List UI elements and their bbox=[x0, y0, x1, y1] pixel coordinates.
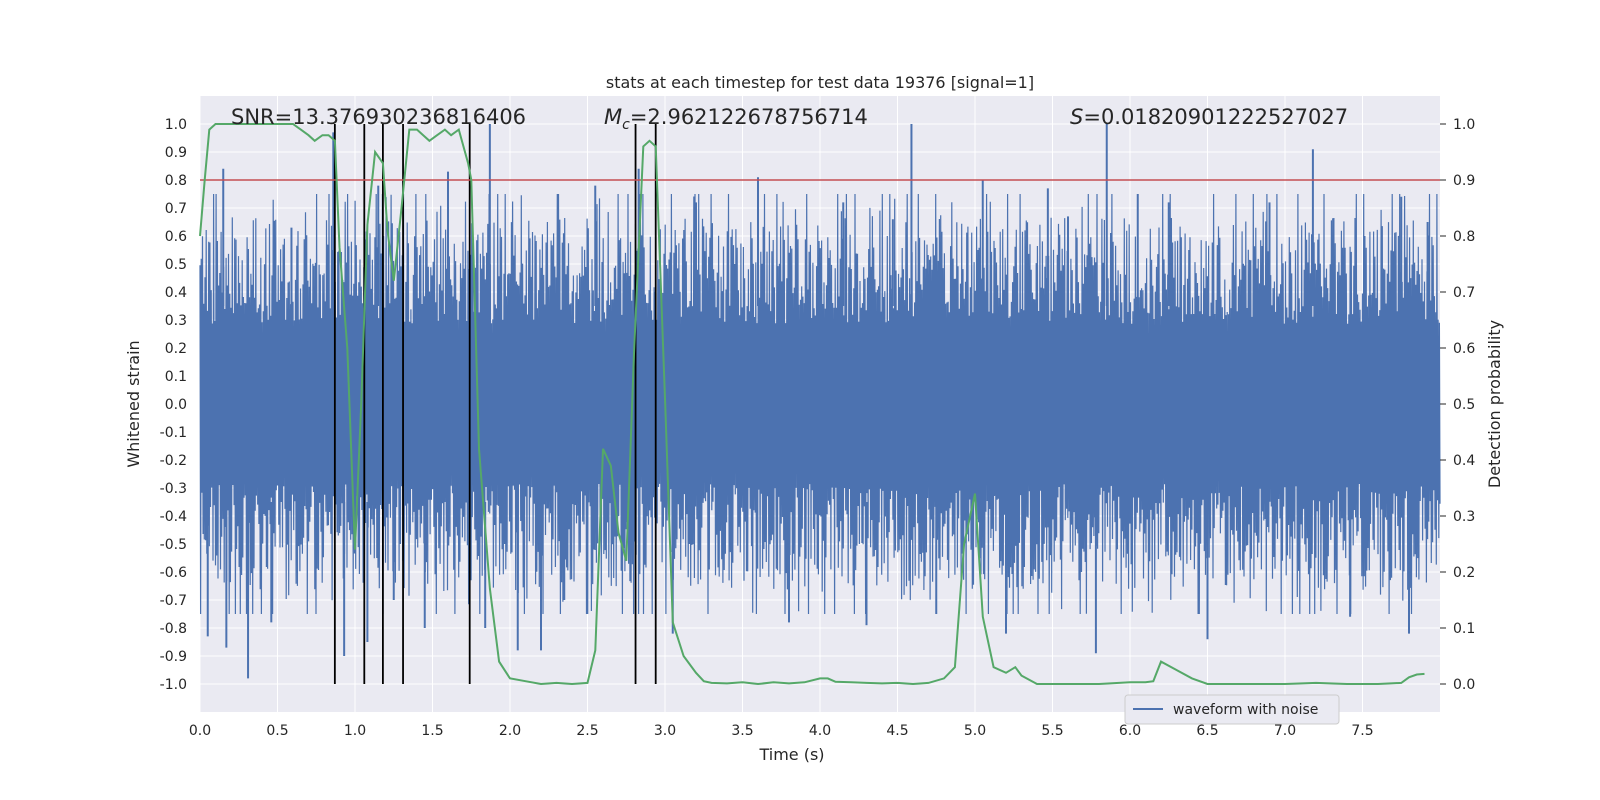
s-annotation: S=0.01820901222527027 bbox=[1070, 105, 1348, 129]
y-axis-label: Whitened strain bbox=[124, 340, 143, 467]
y2-tick-label: 0.4 bbox=[1453, 453, 1475, 469]
y-tick-label: 0.8 bbox=[165, 173, 187, 189]
mc-symbol: M bbox=[604, 105, 622, 129]
y-tick-label: 0.4 bbox=[165, 285, 187, 301]
x-tick-label: 3.0 bbox=[654, 723, 676, 739]
x-tick-label: 0.5 bbox=[266, 723, 288, 739]
y-tick-label: -0.6 bbox=[160, 565, 187, 581]
y2-tick-label: 0.7 bbox=[1453, 285, 1475, 301]
x-tick-label: 5.0 bbox=[964, 723, 986, 739]
y-tick-label: 0.3 bbox=[165, 313, 187, 329]
y-tick-label: -1.0 bbox=[160, 677, 187, 693]
x-tick-label: 4.5 bbox=[886, 723, 908, 739]
y-tick-label: 0.2 bbox=[165, 341, 187, 357]
x-tick-label: 4.0 bbox=[809, 723, 831, 739]
waveform-core bbox=[200, 345, 1440, 463]
y-tick-label: 0.1 bbox=[165, 369, 187, 385]
y2-tick-label: 0.2 bbox=[1453, 565, 1475, 581]
y-tick-label: 0.6 bbox=[165, 229, 187, 245]
y2-tick-label: 0.9 bbox=[1453, 173, 1475, 189]
x-tick-label: 7.5 bbox=[1351, 723, 1373, 739]
y2-tick-label: 0.1 bbox=[1453, 621, 1475, 637]
y-tick-label: -0.9 bbox=[160, 649, 187, 665]
y2-tick-label: 0.3 bbox=[1453, 509, 1475, 525]
y-tick-label: 0.9 bbox=[165, 145, 187, 161]
mc-value: =2.962122678756714 bbox=[630, 105, 868, 129]
y-tick-label: 1.0 bbox=[165, 117, 187, 133]
legend: waveform with noise bbox=[1124, 694, 1340, 725]
x-tick-label: 1.5 bbox=[421, 723, 443, 739]
y2-tick-label: 1.0 bbox=[1453, 117, 1475, 133]
y-tick-label: -0.1 bbox=[160, 425, 187, 441]
waveform-series bbox=[199, 124, 1441, 679]
x-tick-label: 1.0 bbox=[344, 723, 366, 739]
x-tick-label: 5.5 bbox=[1041, 723, 1063, 739]
y-tick-label: -0.7 bbox=[160, 593, 187, 609]
x-tick-label: 3.5 bbox=[731, 723, 753, 739]
y-tick-label: -0.4 bbox=[160, 509, 187, 525]
x-tick-label: 6.0 bbox=[1119, 723, 1141, 739]
y-tick-label: 0.5 bbox=[165, 257, 187, 273]
mc-annotation: Mc=2.962122678756714 bbox=[604, 105, 868, 133]
snr-annotation: SNR=13.376930236816406 bbox=[231, 105, 526, 129]
x-tick-label: 0.0 bbox=[189, 723, 211, 739]
y-tick-label: -0.2 bbox=[160, 453, 187, 469]
y2-tick-label: 0.5 bbox=[1453, 397, 1475, 413]
chart-title: stats at each timestep for test data 193… bbox=[606, 73, 1034, 92]
y-tick-label: -0.5 bbox=[160, 537, 187, 553]
y-tick-label: 0.7 bbox=[165, 201, 187, 217]
s-symbol: S bbox=[1070, 105, 1083, 129]
x-tick-label: 7.0 bbox=[1274, 723, 1296, 739]
y2-axis-label: Detection probability bbox=[1485, 320, 1504, 488]
x-tick-label: 2.0 bbox=[499, 723, 521, 739]
s-value: =0.01820901222527027 bbox=[1083, 105, 1348, 129]
y-axis-left: -1.0 -0.9 -0.8 -0.7 -0.6 -0.5 -0.4 -0.3 -0.2 -0.1… bbox=[160, 117, 187, 693]
y2-tick-label: 0.8 bbox=[1453, 229, 1475, 245]
y2-tick-label: 0.6 bbox=[1453, 341, 1475, 357]
legend-label: waveform with noise bbox=[1173, 702, 1318, 718]
probability-series bbox=[199, 123, 1425, 686]
x-tick-label: 6.5 bbox=[1196, 723, 1218, 739]
x-axis-label: Time (s) bbox=[758, 745, 824, 764]
mc-subscript: c bbox=[622, 117, 630, 133]
probability-line bbox=[199, 123, 1425, 686]
y-tick-label: 0.0 bbox=[165, 397, 187, 413]
y-tick-label: -0.8 bbox=[160, 621, 187, 637]
y2-tick-label: 0.0 bbox=[1453, 677, 1475, 693]
y-axis-right: 0.0 0.1 0.2 0.3 0.4 0.5 0.6 0.7 0.8 0.9 1.0 bbox=[1440, 117, 1475, 693]
legend-box bbox=[1124, 694, 1340, 725]
x-tick-label: 2.5 bbox=[576, 723, 598, 739]
x-axis: 0.0 0.5 1.0 1.5 2.0 2.5 3.0 3.5 4.0 4.5 5.0 5.5 6.0 6… bbox=[189, 723, 1374, 739]
y-tick-label: -0.3 bbox=[160, 481, 187, 497]
vertical-markers bbox=[333, 124, 657, 684]
